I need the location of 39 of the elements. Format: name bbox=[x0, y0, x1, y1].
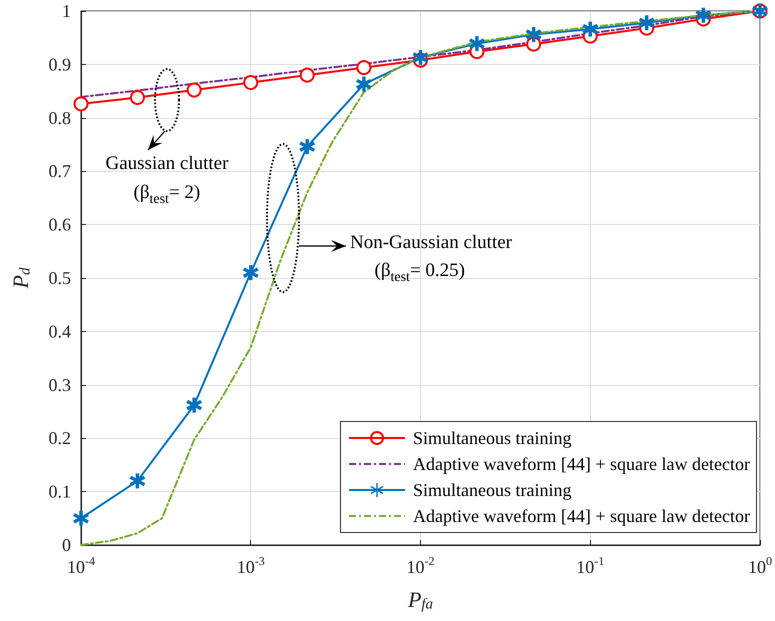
legend-label: Simultaneous training bbox=[412, 480, 572, 500]
point bbox=[526, 26, 542, 42]
y-tick-label: 0.5 bbox=[48, 268, 71, 288]
legend-label: Simultaneous training bbox=[412, 428, 572, 448]
point bbox=[696, 8, 711, 23]
annotation: Non-Gaussian clutter bbox=[350, 232, 512, 254]
point bbox=[130, 90, 145, 106]
y-tick-label: 0.6 bbox=[48, 214, 71, 235]
point bbox=[243, 75, 258, 90]
point bbox=[300, 68, 315, 83]
point bbox=[413, 50, 428, 65]
point bbox=[130, 473, 145, 488]
y-tick-label: 0.8 bbox=[48, 108, 71, 128]
point bbox=[356, 76, 372, 92]
annotation: (β$_{test}$= 0.25) bbox=[374, 260, 465, 286]
y-tick-label: 0 bbox=[62, 535, 71, 555]
x-axis-title: Pfa bbox=[406, 587, 434, 612]
point bbox=[186, 82, 202, 98]
legend-label: Adaptive waveform [44] + square law detector bbox=[412, 506, 750, 526]
y-tick-label: 0.3 bbox=[48, 374, 71, 395]
point bbox=[300, 139, 315, 154]
y-tick-label: 0.1 bbox=[48, 482, 71, 502]
legend-label: Adaptive waveform [44] + square law detector bbox=[412, 454, 750, 474]
y-tick-label: 0.7 bbox=[48, 161, 71, 182]
y-axis-title: Pd bbox=[8, 267, 34, 290]
annotation: Gaussian clutter bbox=[106, 153, 228, 175]
point bbox=[186, 398, 202, 413]
y-tick-label: 0.2 bbox=[48, 428, 71, 448]
y-tick-label: 0.4 bbox=[48, 321, 71, 342]
point bbox=[639, 15, 654, 30]
y-tick-label: 1 bbox=[62, 1, 71, 21]
point bbox=[74, 510, 88, 526]
point bbox=[469, 36, 484, 52]
point bbox=[356, 60, 372, 76]
point bbox=[74, 96, 88, 112]
point bbox=[582, 22, 598, 37]
annotation: (β$_{test}$= 2) bbox=[134, 182, 200, 208]
y-tick-label: 0.9 bbox=[48, 54, 71, 74]
point bbox=[243, 265, 258, 280]
